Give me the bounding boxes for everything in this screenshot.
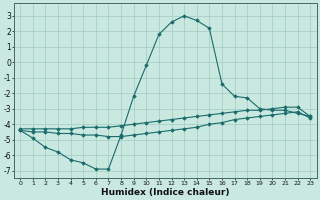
X-axis label: Humidex (Indice chaleur): Humidex (Indice chaleur) [101, 188, 229, 197]
